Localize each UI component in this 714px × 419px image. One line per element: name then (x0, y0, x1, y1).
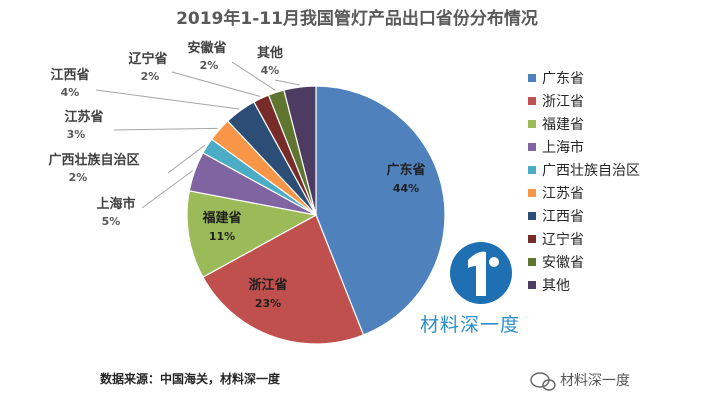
slice-labels: 广东省 44% 浙江省 23% 福建省 11% 上海市 5% 广西壮族自治区 2% 江苏省 3% 江西省… (48, 40, 425, 310)
chart-title: 2019年1-11月我国管灯产品出口省份分布情况 (176, 8, 538, 29)
slice-label-name: 上海市 (96, 196, 135, 212)
legend-swatch (528, 166, 536, 174)
slice-label-percent: 5% (102, 215, 121, 228)
legend-swatch (528, 189, 536, 197)
legend-label: 浙江省 (542, 94, 584, 110)
leader-line (141, 170, 193, 209)
legend-swatch (528, 258, 536, 266)
legend-label: 福建省 (542, 117, 584, 133)
slice-label-percent: 23% (255, 297, 281, 310)
slice-浙江省 (202, 214, 365, 345)
legend-swatch (528, 212, 536, 220)
legend-swatch (528, 97, 536, 105)
wechat-account-name: 材料深一度 (560, 373, 630, 389)
legend-label: 上海市 (542, 139, 584, 156)
legend-item: 辽宁省 (528, 231, 584, 248)
slice-label-name: 江西省 (50, 67, 89, 83)
watermark-text: 材料深一度 (420, 314, 520, 336)
slice-label-percent: 3% (67, 128, 86, 141)
legend-item: 广东省 (528, 71, 584, 87)
legend-item: 广西壮族自治区 (528, 163, 640, 179)
slice-label-percent: 4% (61, 86, 80, 99)
wechat-icon (530, 372, 556, 391)
leader-line (231, 61, 276, 91)
legend-label: 其他 (542, 278, 570, 294)
legend-label: 安徽省 (542, 255, 584, 271)
slice-福建省 (186, 190, 318, 278)
legend-label: 广西壮族自治区 (542, 163, 640, 179)
legend-item: 江西省 (528, 209, 584, 225)
leader-line (171, 71, 261, 97)
source-note: 数据来源：中国海关，材料深一度 (100, 371, 281, 386)
material-logo-icon (450, 242, 512, 304)
legend-label: 江苏省 (542, 186, 584, 202)
slice-label-percent: 2% (200, 59, 219, 72)
slice-label-name: 浙江省 (248, 277, 287, 293)
legend-label: 江西省 (542, 209, 584, 225)
leader-line (274, 79, 300, 86)
legend-item: 江苏省 (528, 186, 584, 202)
slice-label-name: 福建省 (201, 210, 241, 226)
legend-label: 广东省 (542, 71, 584, 87)
legend-label: 辽宁省 (542, 231, 584, 248)
legend-swatch (528, 120, 536, 128)
slice-label-name: 辽宁省 (128, 51, 167, 67)
slice-label-name: 广西壮族自治区 (48, 152, 139, 168)
leader-lines (95, 61, 300, 209)
leader-line (113, 127, 218, 131)
legend-item: 浙江省 (528, 94, 584, 110)
legend-item: 安徽省 (528, 255, 584, 271)
slice-广东省 (315, 85, 446, 336)
slice-label-percent: 11% (209, 230, 235, 243)
slice-label-name: 其他 (257, 45, 283, 61)
legend-swatch (528, 235, 536, 243)
slice-label-percent: 2% (141, 70, 160, 83)
pie-slices (186, 85, 446, 345)
legend-item: 上海市 (528, 139, 584, 156)
legend-item: 其他 (528, 278, 570, 294)
leader-line (167, 144, 206, 174)
legend-swatch (528, 74, 536, 82)
slice-label-name: 广东省 (386, 162, 425, 178)
slice-label-name: 江苏省 (64, 109, 103, 125)
legend-swatch (528, 281, 536, 289)
legend-swatch (528, 143, 536, 151)
slice-label-percent: 44% (393, 182, 419, 195)
legend-item: 福建省 (528, 117, 584, 133)
slice-label-percent: 2% (69, 171, 88, 184)
slice-label-name: 安徽省 (187, 40, 226, 56)
leader-line (95, 89, 240, 110)
slice-其他 (283, 85, 317, 216)
slice-label-percent: 4% (261, 64, 280, 77)
